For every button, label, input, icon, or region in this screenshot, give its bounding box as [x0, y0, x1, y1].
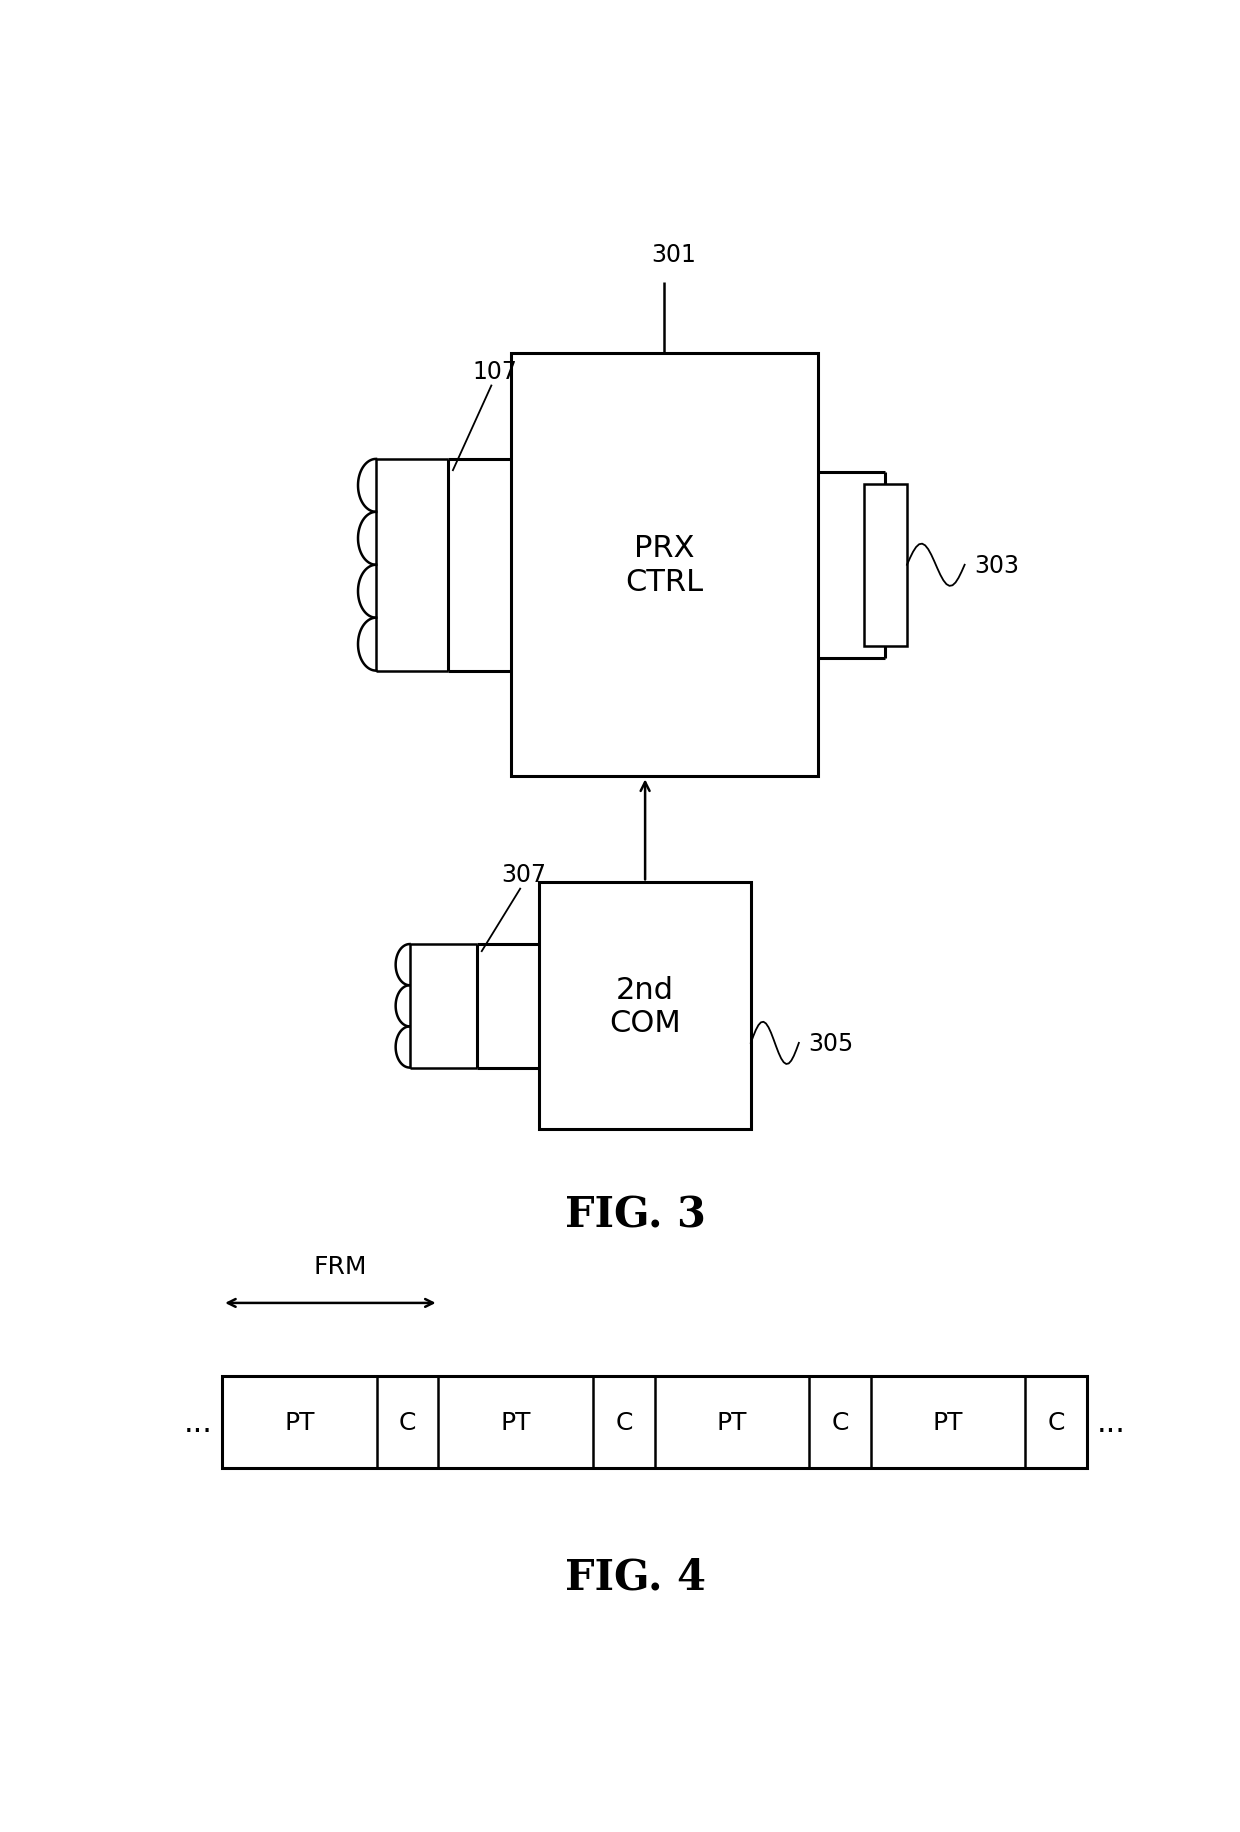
Text: PT: PT — [932, 1411, 963, 1434]
Text: 301: 301 — [651, 242, 697, 266]
Text: PT: PT — [717, 1411, 748, 1434]
Text: C: C — [1048, 1411, 1065, 1434]
Bar — [511, 354, 818, 777]
Text: 2nd
COM: 2nd COM — [609, 975, 681, 1037]
Text: PT: PT — [501, 1411, 531, 1434]
Text: FIG. 4: FIG. 4 — [565, 1555, 706, 1598]
Text: FIG. 3: FIG. 3 — [565, 1193, 706, 1235]
Bar — [864, 484, 906, 647]
Text: 303: 303 — [975, 553, 1019, 577]
Text: 307: 307 — [501, 863, 546, 887]
Text: 305: 305 — [808, 1031, 853, 1055]
Text: ...: ... — [184, 1409, 213, 1436]
Text: 107: 107 — [472, 359, 517, 383]
Bar — [222, 1376, 1087, 1467]
Text: C: C — [399, 1411, 417, 1434]
Bar — [539, 883, 751, 1130]
Text: FRM: FRM — [314, 1253, 367, 1279]
Text: ...: ... — [1096, 1409, 1126, 1436]
Text: PRX
CTRL: PRX CTRL — [625, 535, 703, 597]
Text: C: C — [831, 1411, 848, 1434]
Text: PT: PT — [284, 1411, 315, 1434]
Text: C: C — [615, 1411, 632, 1434]
